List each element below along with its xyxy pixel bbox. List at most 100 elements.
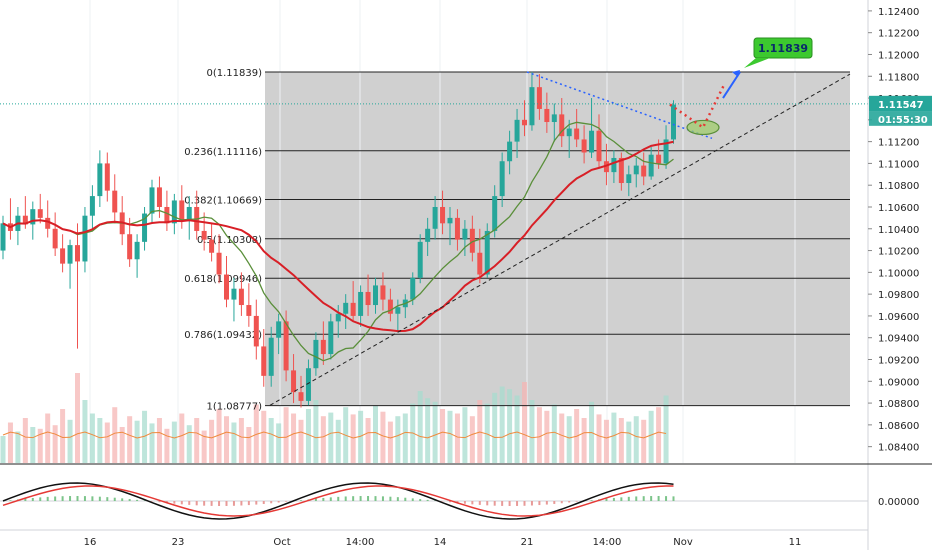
volume-bar xyxy=(425,398,431,463)
price-tick-label: 1.09000 xyxy=(878,377,919,388)
candle-body xyxy=(268,337,274,376)
candle-body xyxy=(410,277,416,300)
volume-bar xyxy=(522,382,527,463)
candle-body xyxy=(328,321,334,355)
volume-bar xyxy=(60,409,66,463)
price-tick-label: 1.11200 xyxy=(878,138,919,149)
oscillator-zero-label: 0.00000 xyxy=(878,497,919,508)
volume-bar xyxy=(7,422,13,463)
candle-body xyxy=(97,163,103,197)
candle-body xyxy=(514,119,520,142)
volume-bar xyxy=(201,430,207,463)
candle-body xyxy=(544,108,550,123)
candle-body xyxy=(536,87,542,109)
time-tick-label: 14:00 xyxy=(593,537,622,548)
volume-bar xyxy=(395,416,401,463)
candle-body xyxy=(648,154,654,177)
candle-body xyxy=(22,215,28,225)
current-price-tag[interactable] xyxy=(869,95,932,112)
volume-bar xyxy=(350,414,356,463)
candle-body xyxy=(142,213,148,242)
price-tick-label: 1.10400 xyxy=(878,225,919,236)
candle-body xyxy=(298,392,304,401)
volume-bar xyxy=(507,389,513,463)
volume-bar xyxy=(380,411,386,463)
volume-bar xyxy=(492,392,498,463)
fib-label-3: 0.5(1.10308) xyxy=(197,235,262,246)
price-tick-label: 1.10200 xyxy=(878,247,919,258)
candle-body xyxy=(589,130,595,153)
candle-body xyxy=(82,215,88,262)
volume-bar xyxy=(454,413,460,463)
fib-label-2: 0.382(1.10669) xyxy=(184,195,262,206)
candle-body xyxy=(522,119,527,126)
candle-body xyxy=(156,187,162,207)
volume-bar xyxy=(261,410,267,463)
price-tick-label: 1.08600 xyxy=(878,421,919,432)
volume-bar xyxy=(45,413,51,463)
volume-bar xyxy=(447,410,453,463)
oscillator-line-red xyxy=(2,485,674,517)
candle-body xyxy=(320,339,326,355)
volume-bar xyxy=(216,409,222,463)
volume-bar xyxy=(320,416,326,463)
candle-body xyxy=(566,128,572,137)
candle-body xyxy=(507,141,513,162)
volume-bar xyxy=(67,419,73,463)
target-badge[interactable] xyxy=(753,37,813,59)
volume-bar xyxy=(663,395,669,463)
candle-body xyxy=(417,241,423,278)
candle-body xyxy=(454,217,460,240)
volume-bar xyxy=(358,410,364,463)
volume-bar xyxy=(209,419,215,463)
volume-bar xyxy=(529,400,535,463)
volume-bar xyxy=(37,428,43,463)
volume-bar xyxy=(335,419,341,463)
volume-bar xyxy=(127,416,133,463)
candle-body xyxy=(671,104,676,140)
volume-bar xyxy=(156,418,162,463)
candle-body xyxy=(209,239,215,253)
price-tick-label: 1.11800 xyxy=(878,72,919,83)
volume-bar xyxy=(648,410,654,463)
volume-bar xyxy=(417,391,423,463)
volume-bar xyxy=(298,419,304,463)
candle-body xyxy=(283,321,289,371)
candle-body xyxy=(603,161,609,173)
volume-bar xyxy=(387,421,393,463)
candle-body xyxy=(373,285,378,306)
candle-body xyxy=(335,313,341,322)
volume-bar xyxy=(276,423,282,463)
volume-bar xyxy=(484,403,490,463)
volume-bar xyxy=(581,418,587,463)
volume-bar xyxy=(373,405,378,463)
target-badge-label: 1.11839 xyxy=(758,42,808,55)
candle-body xyxy=(112,190,118,213)
volume-bar xyxy=(119,427,125,463)
candle-body xyxy=(440,206,446,224)
volume-bar xyxy=(231,422,237,463)
fib-label-4: 0.618(1.09946) xyxy=(184,274,262,285)
target-badge-pointer xyxy=(744,58,770,68)
volume-bar xyxy=(402,413,408,463)
candle-body xyxy=(626,174,632,184)
candle-body xyxy=(499,161,505,197)
price-tick-label: 1.12200 xyxy=(878,29,919,40)
candle-body xyxy=(253,315,259,347)
candle-body xyxy=(149,187,155,214)
candle-body xyxy=(261,346,267,376)
candle-body xyxy=(134,241,140,260)
volume-bar xyxy=(15,431,21,463)
candle-body xyxy=(186,206,192,221)
target-zone-ellipse xyxy=(686,119,720,136)
time-tick-label: 23 xyxy=(172,537,185,548)
fib-label-6: 1(1.08777) xyxy=(206,402,262,413)
candle-body xyxy=(633,165,639,175)
projection-path-red xyxy=(669,84,726,130)
candle-body xyxy=(238,288,244,306)
candle-body xyxy=(52,228,58,249)
price-tick-label: 1.10600 xyxy=(878,203,919,214)
volume-bar xyxy=(0,436,6,463)
